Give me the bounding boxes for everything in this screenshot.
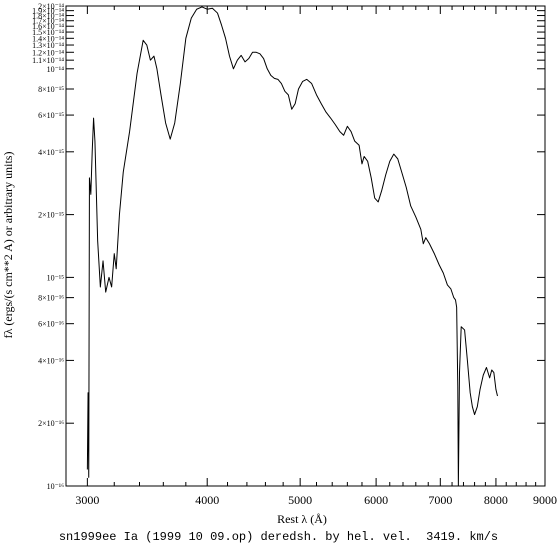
y-tick-label: 2×10⁻¹⁶ [38,419,64,428]
x-tick-label: 6000 [364,493,388,507]
x-tick-label: 8000 [484,493,508,507]
axes [65,5,546,487]
y-tick-label: 1.6×10⁻¹⁴ [32,22,64,31]
x-tick-label: 7000 [428,493,452,507]
y-tick-label: 4×10⁻¹⁵ [38,148,64,157]
y-tick-label: 2×10⁻¹⁴ [38,2,64,11]
plot-frame [65,5,546,487]
x-tick-label: 5000 [288,493,312,507]
x-tick-label: 3000 [75,493,99,507]
y-tick-label: 1.1×10⁻¹⁴ [32,56,64,65]
y-tick-label: 1.5×10⁻¹⁴ [32,28,64,37]
x-tick-label: 4000 [195,493,219,507]
y-tick-label: 1.3×10⁻¹⁴ [32,41,64,50]
y-tick-label: 10⁻¹⁶ [47,482,65,491]
series [86,6,498,487]
y-tick-label: 8×10⁻¹⁶ [38,294,64,303]
x-tick-label: 9000 [533,493,557,507]
y-tick-label: 6×10⁻¹⁶ [38,320,64,329]
y-tick-label: 1.8×10⁻¹⁴ [32,12,64,21]
chart-caption: sn1999ee Ia (1999 10 09.op) deredsh. by … [58,530,499,544]
y-tick-label: 8×10⁻¹⁵ [38,85,64,94]
y-tick-label: 10⁻¹⁴ [47,65,65,74]
y-tick-label: 1.9×10⁻¹⁴ [32,7,64,16]
y-tick-label: 2×10⁻¹⁵ [38,211,64,220]
y-tick-label: 10⁻¹⁵ [47,273,65,282]
spectrum-line [86,6,498,487]
x-axis-label: Rest λ (Å) [277,512,327,526]
y-tick-label: 1.2×10⁻¹⁴ [32,48,64,57]
y-tick-label: 1.4×10⁻¹⁴ [32,34,64,43]
tick-labels: 3000 4000 5000 6000 7000 8000 9000 10⁻¹⁶ 2×10⁻¹⁶… [32,2,557,507]
y-tick-label: 6×10⁻¹⁵ [38,111,64,120]
tick-marks [66,5,546,487]
y-tick-label: 1.7×10⁻¹⁴ [32,17,64,26]
y-tick-label: 4×10⁻¹⁶ [38,356,64,365]
y-axis-label: fλ (ergs/(s cm**2 A) or arbitrary units) [1,152,15,339]
